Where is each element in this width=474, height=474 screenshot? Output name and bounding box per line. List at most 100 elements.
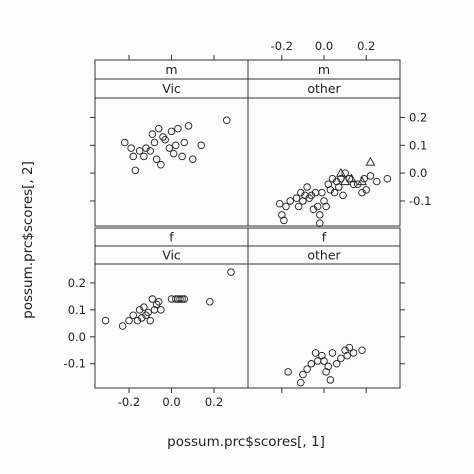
y-tick-label: -0.1 (409, 194, 431, 208)
data-point (311, 349, 320, 357)
data-point (146, 316, 154, 325)
data-point-triangle (335, 168, 346, 177)
x-tick-label: 0.0 (162, 395, 180, 409)
data-point (337, 354, 345, 363)
data-point (303, 183, 311, 191)
x-tick-label: 0.2 (357, 39, 375, 53)
panel-f-other: f other (247, 227, 401, 389)
data-point (294, 202, 303, 211)
x-tick-label: -0.2 (118, 395, 140, 409)
y-tick-label: 0.2 (68, 276, 86, 290)
data-point (129, 152, 137, 161)
data-point (167, 127, 176, 136)
data-point (299, 370, 307, 379)
data-point (292, 194, 301, 202)
panels-layer: m Vic m other f Vic f other (94, 59, 401, 389)
y-tick-label: -0.1 (64, 357, 86, 371)
strip-label: f (169, 230, 174, 245)
y-tick-label: 0.1 (68, 303, 86, 317)
data-point (366, 172, 375, 180)
data-point (131, 166, 140, 175)
data-point (275, 199, 284, 208)
y-tick-label: 0.1 (409, 138, 427, 152)
data-point (318, 351, 326, 360)
data-point-triangle (340, 176, 351, 186)
data-point (313, 202, 322, 211)
data-point (178, 295, 186, 303)
data-point (286, 197, 294, 205)
data-point-triangle (357, 176, 367, 186)
data-point (148, 295, 157, 303)
data-point (339, 191, 347, 200)
data-point (330, 188, 339, 197)
strip-label: f (322, 230, 327, 245)
data-point (320, 357, 328, 365)
data-point (180, 138, 188, 147)
data-point (341, 346, 349, 355)
data-point (227, 268, 235, 276)
y-tick-label: 0.0 (409, 166, 427, 180)
data-point (137, 314, 146, 322)
x-axis-label: possum.prc$scores[, 1] (167, 434, 325, 450)
data-point (349, 180, 358, 189)
data-point (140, 152, 148, 161)
data-point-triangle (346, 173, 357, 183)
panel-frame (247, 97, 401, 227)
strip-label: Vic (162, 248, 181, 263)
data-point (282, 202, 290, 211)
data-point (316, 211, 324, 219)
data-point (171, 141, 180, 150)
data-point (303, 365, 311, 373)
x-tick-label: 0.2 (205, 395, 223, 409)
strip-label: m (165, 62, 177, 77)
data-point (358, 346, 366, 355)
data-point (222, 116, 231, 125)
data-point (205, 297, 214, 306)
strip-label: other (307, 248, 341, 263)
data-point (174, 124, 182, 133)
y-tick-label: 0.2 (409, 110, 427, 124)
data-point (184, 122, 193, 130)
data-point (322, 368, 330, 376)
data-point (328, 349, 337, 357)
data-point-triangle (365, 156, 376, 166)
data-point (101, 316, 110, 325)
x-tick-label: -0.2 (271, 39, 293, 53)
data-point (161, 135, 169, 144)
panel-f-vic: f Vic (94, 227, 249, 389)
data-point (118, 322, 127, 330)
data-point (154, 297, 163, 306)
data-point (169, 149, 178, 158)
data-point (362, 186, 370, 194)
data-point (335, 183, 343, 191)
data-point (146, 147, 154, 155)
data-point (322, 202, 330, 211)
data-point (150, 138, 159, 147)
data-point (318, 188, 326, 197)
panel-m-other: m other (247, 59, 401, 227)
data-point (148, 130, 157, 138)
data-point (133, 316, 142, 325)
data-point (129, 311, 137, 319)
data-point (316, 219, 324, 227)
data-point (125, 316, 133, 325)
data-point (345, 343, 354, 352)
strip-label: m (318, 62, 330, 77)
y-axis-label: possum.prc$scores[, 2] (20, 161, 36, 319)
data-point (297, 378, 305, 387)
data-point (343, 351, 351, 360)
data-point (178, 152, 186, 161)
strip-label: Vic (162, 81, 181, 96)
data-point (165, 144, 174, 152)
y-tick-label: 0.0 (68, 330, 86, 344)
data-point (284, 368, 292, 376)
data-point (140, 303, 148, 311)
x-tick-label: 0.0 (315, 39, 333, 53)
data-point (157, 306, 165, 314)
data-point (180, 295, 188, 303)
data-point (127, 144, 135, 152)
strip-label: other (307, 81, 341, 96)
data-point (383, 174, 392, 183)
data-point (188, 155, 197, 163)
